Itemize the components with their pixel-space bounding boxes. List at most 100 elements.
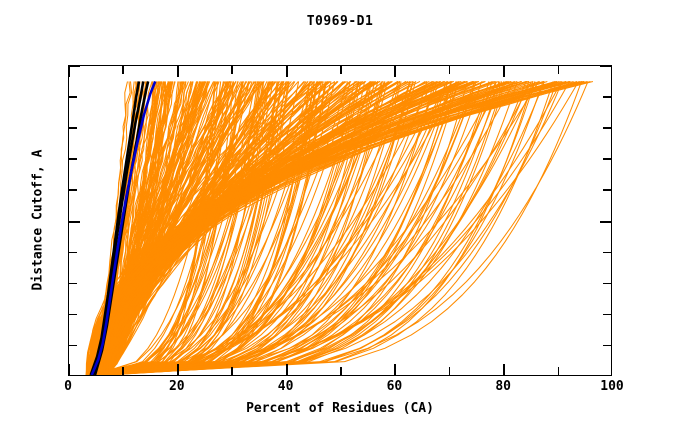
prediction-curve	[87, 81, 288, 375]
prediction-curve	[97, 81, 270, 375]
plot-area	[68, 65, 612, 376]
prediction-curve	[96, 81, 401, 375]
prediction-curve	[88, 80, 585, 375]
x-tick-label: 100	[600, 379, 624, 394]
prediction-curve	[106, 81, 235, 375]
prediction-curve	[90, 81, 287, 375]
prediction-curve	[102, 81, 400, 375]
prediction-curve	[89, 81, 311, 375]
prediction-curve	[108, 81, 227, 375]
prediction-curve	[97, 81, 448, 375]
x-tick-top-20	[176, 66, 179, 77]
prediction-curve	[105, 81, 497, 375]
prediction-curve	[99, 81, 360, 375]
x-tick-40	[285, 364, 288, 375]
prediction-curve	[99, 81, 250, 375]
x-tick-top-40	[285, 66, 288, 77]
prediction-curve	[108, 81, 544, 375]
blue-reference-curve-group	[90, 80, 157, 375]
x-tick-90	[557, 367, 560, 375]
prediction-curve	[108, 81, 261, 375]
y-tick-7	[69, 158, 77, 160]
prediction-curve	[90, 81, 414, 375]
prediction-curve	[91, 81, 274, 375]
prediction-curve	[107, 81, 571, 375]
prediction-curve	[98, 81, 452, 375]
x-tick-top-60	[394, 66, 397, 77]
prediction-curve	[91, 81, 562, 375]
y-tick-4	[69, 251, 77, 254]
x-tick-60	[394, 364, 397, 375]
prediction-curve	[91, 80, 581, 375]
prediction-curve	[101, 81, 260, 375]
chart-title: T0969-D1	[306, 14, 374, 29]
prediction-curve	[108, 81, 545, 375]
prediction-curve	[87, 81, 477, 375]
y-tick-1	[69, 344, 77, 347]
prediction-curve	[88, 81, 283, 375]
x-tick-70	[448, 367, 451, 375]
prediction-curve	[98, 81, 589, 375]
y-tick-right-6	[603, 189, 611, 191]
prediction-curve	[87, 81, 448, 375]
prediction-curve	[87, 81, 412, 375]
x-tick-top-30	[231, 66, 233, 74]
x-tick-label: 60	[386, 379, 403, 394]
prediction-curve	[95, 81, 515, 375]
prediction-curve	[94, 81, 290, 375]
prediction-curve	[88, 81, 257, 375]
y-tick-6	[69, 189, 77, 191]
x-tick-label: 80	[495, 379, 512, 394]
prediction-curve	[105, 81, 460, 375]
prediction-curve	[106, 81, 332, 375]
y-tick-right-1	[603, 344, 611, 347]
x-tick-top-70	[448, 66, 451, 74]
y-tick-9	[69, 96, 77, 98]
x-tick-10	[122, 367, 124, 375]
x-tick-top-50	[340, 66, 342, 74]
prediction-curve	[104, 81, 372, 375]
prediction-curve	[97, 81, 558, 375]
prediction-curve	[100, 81, 232, 375]
y-tick-5	[69, 220, 80, 223]
x-tick-top-80	[503, 66, 506, 77]
prediction-curve	[105, 81, 324, 375]
x-tick-label: 40	[277, 379, 294, 394]
x-tick-label: 0	[64, 379, 72, 394]
x-tick-top-10	[122, 66, 124, 74]
prediction-curve	[101, 81, 322, 375]
y-tick-right-10	[600, 66, 611, 67]
x-tick-30	[231, 367, 233, 375]
y-tick-3	[69, 282, 77, 285]
prediction-curve	[92, 81, 434, 375]
curves-canvas	[85, 80, 594, 375]
y-tick-right-9	[603, 96, 611, 98]
prediction-curve	[95, 81, 278, 375]
prediction-curve	[100, 81, 503, 375]
y-tick-right-5	[600, 220, 611, 223]
x-tick-0	[69, 364, 70, 375]
x-tick-label: 20	[168, 379, 185, 394]
prediction-curve	[101, 81, 285, 375]
y-tick-right-7	[603, 158, 611, 160]
prediction-curve	[88, 81, 458, 375]
prediction-curve	[98, 81, 582, 375]
prediction-curve	[103, 81, 534, 375]
prediction-curve	[96, 81, 428, 375]
prediction-curve	[93, 81, 243, 375]
y-tick-right-3	[603, 282, 611, 285]
prediction-curve	[100, 81, 232, 375]
prediction-curve	[93, 81, 270, 375]
prediction-curve	[93, 81, 246, 375]
x-tick-20	[176, 364, 179, 375]
y-tick-right-8	[603, 127, 611, 129]
prediction-curve	[99, 81, 506, 375]
x-tick-top-0	[69, 66, 70, 77]
y-tick-right-2	[603, 313, 611, 316]
prediction-curve	[96, 81, 449, 375]
prediction-curve	[93, 81, 362, 375]
y-tick-label-container: 10 5 0	[0, 0, 68, 440]
x-tick-top-90	[557, 66, 560, 74]
y-tick-right-4	[603, 251, 611, 254]
